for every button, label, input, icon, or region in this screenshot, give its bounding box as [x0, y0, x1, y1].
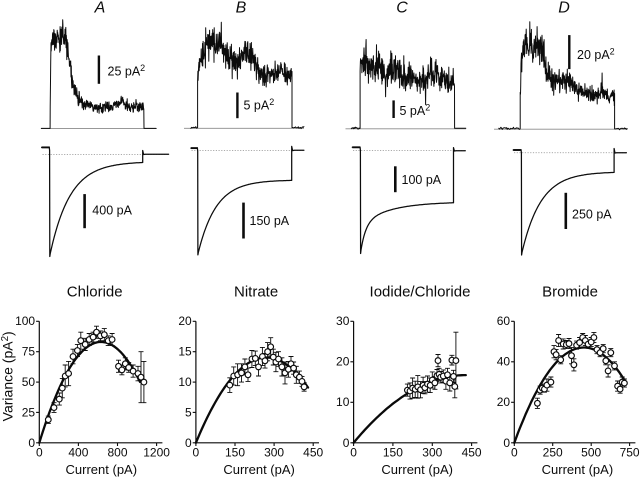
svg-text:0: 0 [193, 445, 200, 459]
svg-text:0: 0 [503, 436, 510, 450]
svg-text:450: 450 [462, 445, 482, 459]
svg-text:500: 500 [581, 445, 601, 459]
svg-text:100 pA: 100 pA [402, 173, 442, 187]
svg-text:0: 0 [28, 436, 35, 450]
svg-text:60: 60 [497, 314, 511, 328]
svg-text:0: 0 [185, 436, 192, 450]
svg-text:150: 150 [225, 445, 245, 459]
svg-text:0: 0 [343, 436, 350, 450]
svg-text:0: 0 [36, 445, 43, 459]
svg-text:30: 30 [336, 314, 350, 328]
svg-text:100: 100 [15, 314, 35, 328]
svg-text:25: 25 [22, 405, 36, 419]
svg-text:20 pA2: 20 pA2 [577, 47, 615, 63]
svg-text:400: 400 [68, 445, 88, 459]
svg-text:250: 250 [543, 445, 563, 459]
svg-text:5: 5 [185, 405, 192, 419]
svg-text:B: B [236, 0, 247, 17]
svg-text:5 pA2: 5 pA2 [400, 103, 431, 119]
svg-text:D: D [558, 0, 570, 17]
svg-text:20: 20 [178, 314, 192, 328]
svg-text:800: 800 [107, 445, 127, 459]
svg-text:750: 750 [620, 445, 640, 459]
svg-text:300: 300 [264, 445, 284, 459]
svg-text:Variance (pA2): Variance (pA2) [0, 331, 16, 421]
svg-text:15: 15 [178, 345, 192, 359]
svg-text:Iodide/Chloride: Iodide/Chloride [370, 284, 471, 301]
svg-text:Chloride: Chloride [67, 284, 123, 301]
svg-text:20: 20 [497, 395, 511, 409]
svg-text:Nitrate: Nitrate [234, 284, 278, 301]
svg-text:Bromide: Bromide [542, 284, 598, 301]
svg-text:10: 10 [336, 395, 350, 409]
svg-text:450: 450 [303, 445, 323, 459]
svg-text:1200: 1200 [143, 445, 170, 459]
svg-text:A: A [94, 0, 106, 17]
svg-text:10: 10 [178, 375, 192, 389]
svg-text:5 pA2: 5 pA2 [244, 97, 275, 113]
svg-text:Current (pA): Current (pA) [381, 462, 453, 477]
svg-text:25 pA2: 25 pA2 [108, 63, 146, 79]
svg-text:0: 0 [350, 445, 357, 459]
svg-text:50: 50 [22, 375, 36, 389]
svg-text:C: C [396, 0, 408, 17]
svg-text:Current (pA): Current (pA) [66, 462, 138, 477]
svg-text:20: 20 [336, 355, 350, 369]
svg-text:300: 300 [422, 445, 442, 459]
svg-text:75: 75 [22, 345, 36, 359]
svg-text:250 pA: 250 pA [572, 208, 612, 222]
svg-text:150: 150 [383, 445, 403, 459]
svg-text:40: 40 [497, 355, 511, 369]
svg-text:0: 0 [511, 445, 518, 459]
svg-text:Current (pA): Current (pA) [542, 462, 614, 477]
svg-text:400 pA: 400 pA [92, 204, 132, 218]
svg-text:Current (pA): Current (pA) [223, 462, 295, 477]
svg-text:150 pA: 150 pA [250, 214, 290, 228]
